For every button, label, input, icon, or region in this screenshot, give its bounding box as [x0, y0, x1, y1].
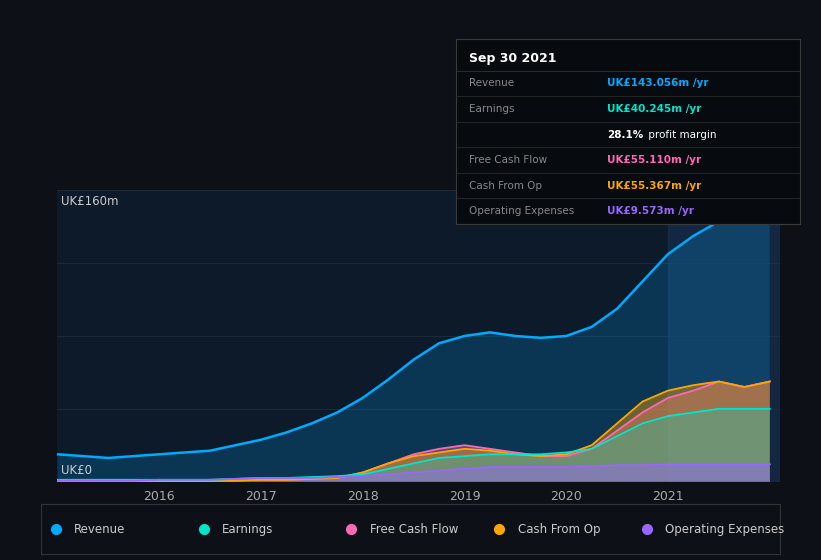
Text: Revenue: Revenue: [75, 522, 126, 536]
Text: profit margin: profit margin: [645, 129, 717, 139]
Text: 28.1%: 28.1%: [608, 129, 644, 139]
Text: UK£160m: UK£160m: [61, 195, 118, 208]
Text: UK£55.110m /yr: UK£55.110m /yr: [608, 155, 701, 165]
Text: Free Cash Flow: Free Cash Flow: [370, 522, 458, 536]
Text: Earnings: Earnings: [222, 522, 273, 536]
Text: Revenue: Revenue: [470, 78, 515, 88]
Text: Cash From Op: Cash From Op: [470, 181, 543, 190]
Text: UK£55.367m /yr: UK£55.367m /yr: [608, 181, 702, 190]
Text: UK£9.573m /yr: UK£9.573m /yr: [608, 206, 695, 216]
Text: Operating Expenses: Operating Expenses: [666, 522, 785, 536]
Text: Earnings: Earnings: [470, 104, 515, 114]
Bar: [668, 190, 780, 482]
Text: UK£0: UK£0: [61, 464, 92, 477]
Text: Operating Expenses: Operating Expenses: [470, 206, 575, 216]
Text: Sep 30 2021: Sep 30 2021: [470, 52, 557, 65]
Text: UK£143.056m /yr: UK£143.056m /yr: [608, 78, 709, 88]
Text: Cash From Op: Cash From Op: [518, 522, 600, 536]
Text: Free Cash Flow: Free Cash Flow: [470, 155, 548, 165]
Text: UK£40.245m /yr: UK£40.245m /yr: [608, 104, 702, 114]
